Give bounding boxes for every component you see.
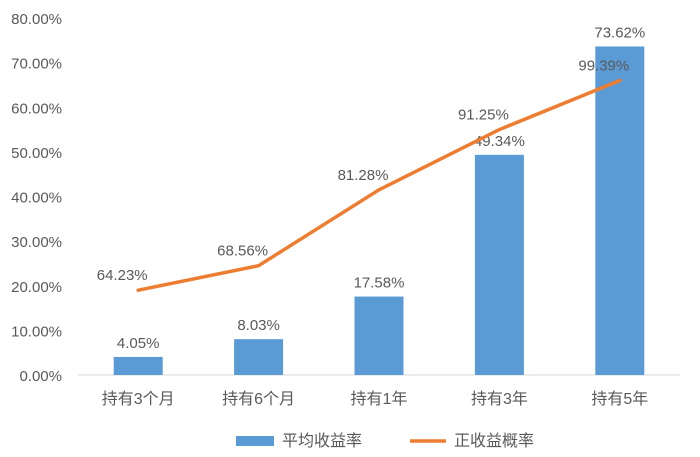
line-data-label: 91.25% bbox=[458, 107, 509, 124]
y-tick-label: 60.00% bbox=[11, 100, 62, 117]
y-axis: 0.00% 10.00% 20.00% 30.00% 40.00% 50.00% 60.00… bbox=[11, 11, 62, 385]
x-axis-labels: 持有3个月 持有6个月 持有1年 持有3年 持有5年 bbox=[102, 390, 649, 408]
bar-data-label: 73.62% bbox=[594, 24, 645, 41]
y-tick-label: 50.00% bbox=[11, 145, 62, 162]
bar-series: 4.05% 8.03% 17.58% 49.34% 73.62% bbox=[113, 24, 645, 375]
y-tick-label: 20.00% bbox=[11, 279, 62, 296]
bar bbox=[113, 356, 163, 375]
legend: 平均收益率 正收益概率 bbox=[236, 432, 534, 450]
bar-data-label: 8.03% bbox=[237, 317, 280, 334]
line-point bbox=[618, 78, 622, 82]
legend-label: 正收益概率 bbox=[454, 432, 534, 450]
line-series: 64.23% 68.56% 81.28% 91.25% 99.39% bbox=[97, 57, 629, 292]
y-tick-label: 0.00% bbox=[19, 368, 62, 385]
y-tick-label: 70.00% bbox=[11, 56, 62, 73]
y-tick-label: 10.00% bbox=[11, 323, 62, 340]
x-category-label: 持有5年 bbox=[591, 390, 648, 408]
bar bbox=[354, 296, 404, 375]
x-category-label: 持有1年 bbox=[351, 390, 408, 408]
bar bbox=[595, 46, 645, 375]
y-tick-label: 30.00% bbox=[11, 234, 62, 251]
line-path bbox=[136, 78, 622, 292]
line-point bbox=[136, 288, 140, 292]
bar-data-label: 4.05% bbox=[117, 335, 160, 352]
line-point bbox=[257, 264, 261, 268]
bar bbox=[474, 154, 524, 375]
line-data-label: 81.28% bbox=[338, 167, 389, 184]
line-point bbox=[497, 128, 501, 132]
bar-data-label: 49.34% bbox=[474, 133, 525, 150]
x-category-label: 持有6个月 bbox=[222, 390, 295, 408]
bar bbox=[234, 339, 284, 375]
line-data-label: 64.23% bbox=[97, 267, 148, 284]
bar-data-label: 17.58% bbox=[354, 275, 405, 292]
y-tick-label: 40.00% bbox=[11, 190, 62, 207]
line-point bbox=[377, 188, 381, 192]
line-data-label: 99.39% bbox=[578, 57, 629, 74]
legend-label: 平均收益率 bbox=[282, 432, 362, 450]
y-tick-label: 80.00% bbox=[11, 11, 62, 28]
x-category-label: 持有3年 bbox=[471, 390, 528, 408]
line-data-label: 68.56% bbox=[217, 243, 268, 260]
legend-swatch-bar bbox=[236, 436, 274, 446]
x-category-label: 持有3个月 bbox=[102, 390, 175, 408]
